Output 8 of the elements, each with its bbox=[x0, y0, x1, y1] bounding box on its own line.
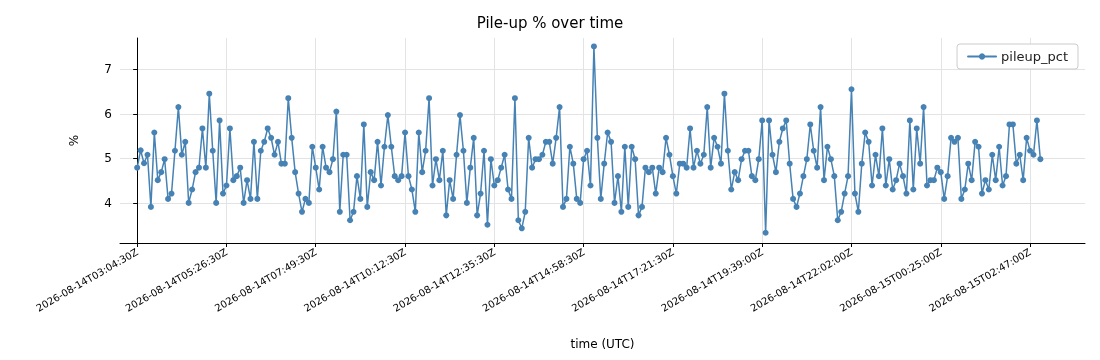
y-tick-label: 5 bbox=[104, 151, 112, 166]
y-axis-title: % bbox=[67, 134, 81, 147]
chart-title: Pile-up % over time bbox=[476, 13, 624, 32]
y-tick-label: 7 bbox=[104, 62, 112, 77]
legend-label: pileup_pct bbox=[1001, 49, 1069, 64]
y-tick-label: 4 bbox=[104, 195, 112, 210]
y-tick-label: 6 bbox=[104, 106, 112, 121]
x-axis-title: time (UTC) bbox=[570, 337, 635, 351]
